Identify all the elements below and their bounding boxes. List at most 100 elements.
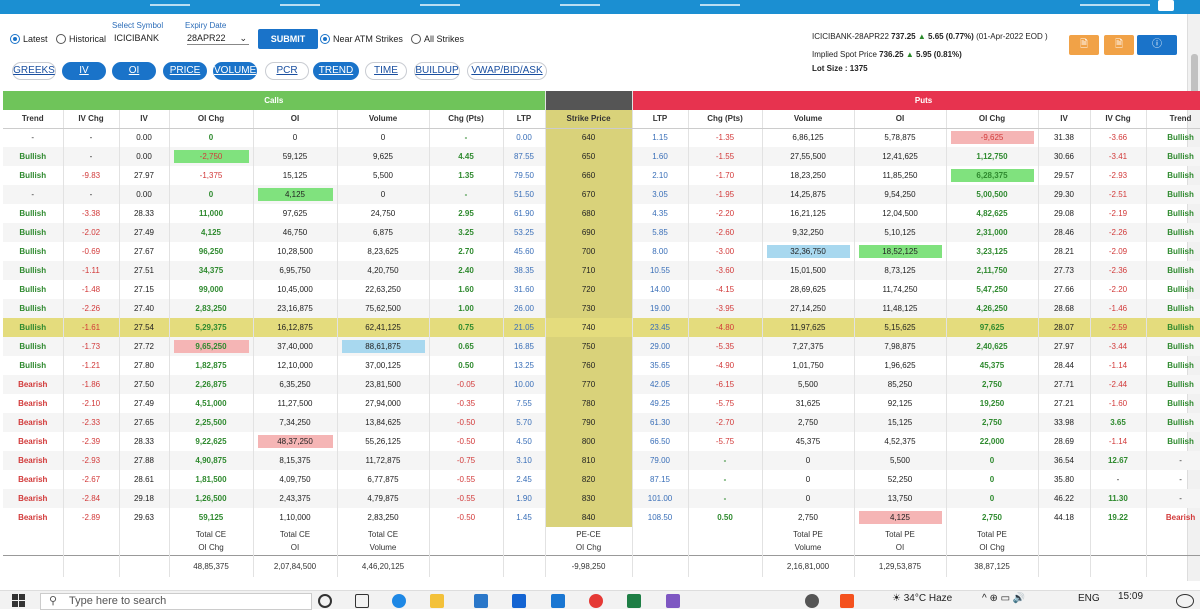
mail-icon[interactable]: [474, 594, 488, 608]
table-row[interactable]: Bullish -1.11 27.51 34,375 6,95,750 4,20,750 2…: [3, 261, 1200, 280]
table-cell: 10.55: [632, 261, 689, 280]
app-icon[interactable]: [551, 594, 565, 608]
expiry-select[interactable]: 28APR22 ⌄: [187, 31, 249, 45]
edge-icon[interactable]: [392, 594, 406, 608]
clock[interactable]: 15:09: [1118, 591, 1144, 602]
taskbar-search-input[interactable]: ⚲ Type here to search: [40, 593, 312, 610]
table-cell: 101.00: [632, 489, 689, 508]
column-header[interactable]: OI: [854, 110, 947, 129]
column-header[interactable]: LTP: [503, 110, 546, 129]
column-header[interactable]: Chg (Pts): [688, 110, 763, 129]
table-row[interactable]: Bullish -9.83 27.97 -1,375 15,125 5,500 1.35 79…: [3, 166, 1200, 185]
table-row[interactable]: Bullish -1.21 27.80 1,82,875 12,10,000 37,00,…: [3, 356, 1200, 375]
table-cell: -: [688, 451, 763, 470]
export-excel-button[interactable]: 🗎: [1069, 35, 1099, 55]
tab-greeks[interactable]: GREEKS: [12, 62, 56, 80]
tab-volume[interactable]: VOLUME: [213, 62, 257, 80]
tab-trend[interactable]: TREND: [313, 62, 359, 80]
table-cell: 45,375: [762, 432, 855, 451]
notification-icon[interactable]: [1176, 594, 1194, 608]
table-cell: -1.86: [63, 375, 120, 394]
highlighted-value: 32,36,750: [766, 245, 850, 258]
totals-cell: [688, 554, 763, 577]
submit-button[interactable]: SUBMIT: [258, 29, 318, 49]
table-row[interactable]: Bullish -1.48 27.15 99,000 10,45,000 22,63,25…: [3, 280, 1200, 299]
totals-cell: 38,87,125: [946, 554, 1039, 577]
column-header[interactable]: Strike Price: [545, 110, 633, 129]
table-cell: -4.15: [688, 280, 763, 299]
table-row[interactable]: Bullish -2.02 27.49 4,125 46,750 6,875 3.25 53.…: [3, 223, 1200, 242]
tab-oi[interactable]: OI: [112, 62, 156, 80]
column-header[interactable]: IV Chg: [1090, 110, 1147, 129]
table-row[interactable]: Bearish -2.67 28.61 1,81,500 4,09,750 6,77,87…: [3, 470, 1200, 489]
menu-icon[interactable]: [1158, 0, 1174, 11]
file-explorer-icon[interactable]: [430, 594, 444, 608]
table-row[interactable]: Bullish -0.00 -2,750 59,125 9,625 4.45 87.55 65…: [3, 147, 1200, 166]
cortana-icon[interactable]: [318, 594, 332, 608]
table-row[interactable]: Bullish -1.61 27.54 5,29,375 16,12,875 62,41,…: [3, 318, 1200, 337]
table-row[interactable]: - -0.00 0 4,125 0-51.50 670 3.05 -1.95 14,25,875…: [3, 185, 1200, 204]
column-header[interactable]: OI: [253, 110, 338, 129]
export-pdf-button[interactable]: 🗎: [1104, 35, 1134, 55]
latest-radio[interactable]: Latest: [10, 34, 48, 44]
table-row[interactable]: Bullish -2.26 27.40 2,83,250 23,16,875 75,62,…: [3, 299, 1200, 318]
excel-icon[interactable]: [627, 594, 641, 608]
table-cell: 650: [545, 147, 633, 166]
contract-change: 5.65 (0.77%): [928, 32, 974, 41]
tab-buildup[interactable]: BUILDUP: [414, 62, 460, 80]
table-row[interactable]: Bearish -2.10 27.49 4,51,000 11,27,500 27,94,…: [3, 394, 1200, 413]
tray-icons[interactable]: ^ ⊕ ▭ 🔊: [982, 593, 1026, 604]
tab-time[interactable]: TIME: [365, 62, 407, 80]
weather-widget[interactable]: ☀ 34°C Haze: [892, 593, 952, 604]
table-cell: Bearish: [3, 451, 64, 470]
symbol-input[interactable]: ICICIBANK: [114, 33, 160, 43]
scrollbar-thumb[interactable]: [1191, 54, 1198, 102]
near-atm-radio[interactable]: Near ATM Strikes: [320, 34, 403, 44]
column-header[interactable]: Trend: [1146, 110, 1200, 129]
table-row[interactable]: Bearish -2.84 29.18 1,26,500 2,43,375 4,79,87…: [3, 489, 1200, 508]
table-row[interactable]: Bearish -2.33 27.65 2,25,500 7,34,250 13,84,6…: [3, 413, 1200, 432]
lot-label: Lot Size :: [812, 64, 848, 73]
historical-radio[interactable]: Historical: [56, 34, 106, 44]
all-strikes-radio[interactable]: All Strikes: [411, 34, 464, 44]
table-row[interactable]: Bearish -2.93 27.88 4,90,875 8,15,375 11,72,8…: [3, 451, 1200, 470]
app-icon[interactable]: [840, 594, 854, 608]
column-header[interactable]: IV Chg: [63, 110, 120, 129]
column-header[interactable]: IV: [119, 110, 170, 129]
column-header[interactable]: OI Chg: [169, 110, 254, 129]
windows-start-icon[interactable]: [12, 594, 25, 607]
column-header[interactable]: IV: [1038, 110, 1091, 129]
tab-iv[interactable]: IV: [62, 62, 106, 80]
table-row[interactable]: Bullish -1.73 27.72 9,65,250 37,40,000 88,61,…: [3, 337, 1200, 356]
table-row[interactable]: Bearish -2.89 29.63 59,125 1,10,000 2,83,250-…: [3, 508, 1200, 527]
table-cell: 2.95: [429, 204, 504, 223]
table-row[interactable]: Bullish -0.69 27.67 96,250 10,28,500 8,23,625…: [3, 242, 1200, 261]
chrome-icon[interactable]: [589, 594, 603, 608]
column-header[interactable]: LTP: [632, 110, 689, 129]
column-header[interactable]: Volume: [762, 110, 855, 129]
radio-unchecked-icon: [56, 34, 66, 44]
app-icon[interactable]: [805, 594, 819, 608]
column-header[interactable]: Volume: [337, 110, 430, 129]
app-icon[interactable]: [666, 594, 680, 608]
info-button[interactable]: ⓘ: [1137, 35, 1177, 55]
tab-vwap-bid-ask[interactable]: VWAP/BID/ASK: [467, 62, 547, 80]
dropbox-icon[interactable]: [512, 594, 526, 608]
tab-pcr[interactable]: PCR: [265, 62, 309, 80]
spot-info: Implied Spot Price 736.25 ▲ 5.95 (0.81%): [812, 50, 962, 59]
table-row[interactable]: Bearish -1.86 27.50 2,26,875 6,35,250 23,81,5…: [3, 375, 1200, 394]
totals-cell: [1038, 541, 1091, 555]
all-strikes-label: All Strikes: [424, 34, 465, 44]
table-cell: 79.50: [503, 166, 546, 185]
column-header[interactable]: OI Chg: [946, 110, 1039, 129]
tab-price[interactable]: PRICE: [163, 62, 207, 80]
language-indicator[interactable]: ENG: [1078, 593, 1100, 604]
table-cell: Bullish: [3, 166, 64, 185]
column-header[interactable]: Trend: [3, 110, 64, 129]
table-row[interactable]: Bearish -2.39 28.33 9,22,625 48,37,250 55,26,…: [3, 432, 1200, 451]
table-cell: 820: [545, 470, 633, 489]
table-row[interactable]: Bullish -3.38 28.33 11,000 97,625 24,750 2.95 6…: [3, 204, 1200, 223]
column-header[interactable]: Chg (Pts): [429, 110, 504, 129]
table-row[interactable]: - -0.00 0 0 0-0.00 640 1.15 -1.35 6,86,125 5,78,8…: [3, 128, 1200, 147]
task-view-icon[interactable]: [355, 594, 369, 608]
